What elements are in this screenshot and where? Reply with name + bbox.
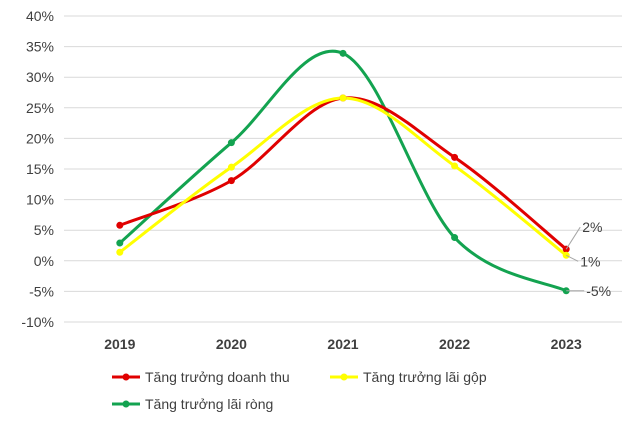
y-tick-label: 15% bbox=[26, 161, 54, 177]
data-labels: 2% 1% -5% bbox=[565, 219, 611, 299]
y-tick-label: 40% bbox=[26, 8, 54, 24]
x-tick-label: 2022 bbox=[439, 336, 470, 352]
data-point bbox=[339, 94, 347, 102]
y-tick-label: 20% bbox=[26, 130, 54, 146]
legend-label: Tăng trưởng lãi ròng bbox=[145, 396, 273, 412]
series-lines bbox=[118, 49, 568, 293]
y-axis-ticks: 40% 35% 30% 25% 20% 15% 10% 5% 0% -5% -10% bbox=[21, 8, 54, 330]
series-line-1 bbox=[118, 96, 568, 257]
legend: Tăng trưởng doanh thu Tăng trưởng lãi gộp… bbox=[112, 369, 487, 412]
y-tick-label: 10% bbox=[26, 192, 54, 208]
data-label: -5% bbox=[586, 283, 611, 299]
data-point bbox=[339, 49, 347, 57]
y-tick-label: 35% bbox=[26, 39, 54, 55]
legend-label: Tăng trưởng lãi gộp bbox=[363, 369, 487, 385]
data-point bbox=[451, 234, 459, 242]
y-tick-label: 5% bbox=[34, 222, 54, 238]
data-point bbox=[116, 221, 124, 229]
legend-label: Tăng trưởng doanh thu bbox=[145, 369, 290, 385]
x-tick-label: 2020 bbox=[216, 336, 247, 352]
data-point bbox=[562, 251, 570, 259]
data-point bbox=[116, 239, 124, 247]
series-line-2 bbox=[118, 49, 568, 293]
data-label: 2% bbox=[582, 219, 602, 235]
y-tick-label: -5% bbox=[29, 283, 54, 299]
legend-marker bbox=[340, 373, 348, 381]
data-point bbox=[227, 177, 235, 185]
data-point bbox=[451, 162, 459, 170]
gridlines bbox=[64, 15, 622, 323]
y-tick-label: 0% bbox=[34, 253, 54, 269]
data-label-leader bbox=[565, 226, 581, 250]
x-axis-ticks: 2019 2020 2021 2022 2023 bbox=[104, 336, 582, 352]
x-tick-label: 2021 bbox=[327, 336, 358, 352]
data-point bbox=[116, 248, 124, 256]
data-label: 1% bbox=[580, 253, 600, 269]
legend-marker bbox=[122, 373, 130, 381]
data-label-leader bbox=[565, 254, 579, 262]
x-tick-label: 2019 bbox=[104, 336, 135, 352]
legend-marker bbox=[122, 400, 130, 408]
series-line-0 bbox=[118, 96, 568, 251]
y-tick-label: -10% bbox=[21, 314, 54, 330]
data-point bbox=[227, 139, 235, 147]
y-tick-label: 25% bbox=[26, 100, 54, 116]
series-points bbox=[116, 49, 570, 295]
y-tick-label: 30% bbox=[26, 69, 54, 85]
x-tick-label: 2023 bbox=[551, 336, 582, 352]
data-point bbox=[227, 163, 235, 171]
data-point bbox=[451, 153, 459, 161]
